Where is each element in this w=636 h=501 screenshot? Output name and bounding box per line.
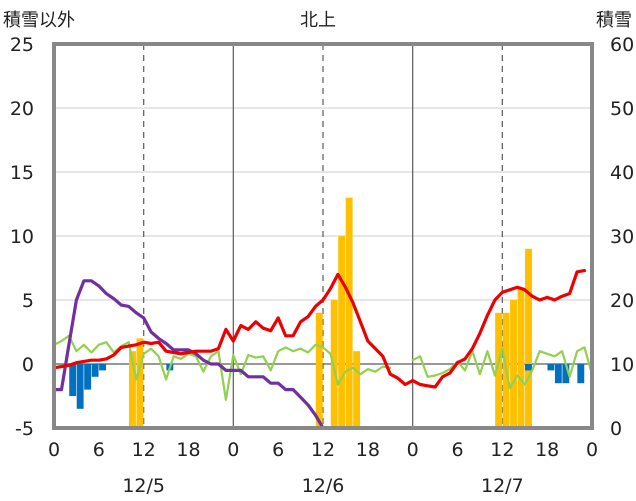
snow-depth-bar bbox=[345, 197, 353, 428]
snow-depth-bar bbox=[315, 312, 323, 428]
red-series-line bbox=[52, 269, 587, 389]
snow-depth-bar bbox=[136, 338, 144, 428]
day-label: 12/6 bbox=[302, 475, 345, 497]
x-tick-label: 6 bbox=[451, 439, 463, 461]
right-y-tick-label: 40 bbox=[610, 162, 634, 184]
negative-bar bbox=[562, 364, 570, 384]
x-tick-label: 18 bbox=[535, 439, 559, 461]
grid-lines bbox=[54, 43, 592, 429]
chart-title: 北上 bbox=[300, 10, 336, 31]
x-tick-label: 18 bbox=[176, 439, 200, 461]
right-axis-label: 積雪 bbox=[596, 10, 632, 31]
snow-depth-bar bbox=[495, 312, 503, 428]
left-y-tick-label: -5 bbox=[15, 418, 34, 440]
day-label: 12/7 bbox=[481, 475, 524, 497]
x-tick-label: 0 bbox=[227, 439, 239, 461]
right-y-tick-label: 30 bbox=[610, 226, 634, 248]
right-y-tick-label: 0 bbox=[610, 418, 622, 440]
right-y-tick-label: 10 bbox=[610, 354, 634, 376]
bar-marks bbox=[69, 197, 585, 428]
x-tick-label: 6 bbox=[272, 439, 284, 461]
left-y-tick-label: 20 bbox=[10, 98, 34, 120]
left-y-tick-label: 0 bbox=[22, 354, 34, 376]
negative-bar bbox=[69, 364, 77, 396]
snow-depth-bar bbox=[525, 248, 532, 428]
snow-depth-bar bbox=[517, 287, 525, 428]
negative-bar bbox=[76, 364, 84, 409]
snow-depth-bar bbox=[129, 351, 136, 428]
negative-bar bbox=[99, 364, 107, 371]
plot-frame bbox=[52, 42, 594, 430]
snow-depth-bar bbox=[330, 300, 338, 428]
snow-depth-bar bbox=[353, 351, 361, 428]
x-tick-label: 12 bbox=[132, 439, 156, 461]
x-tick-label: 6 bbox=[93, 439, 105, 461]
left-y-tick-label: 10 bbox=[10, 226, 34, 248]
x-tick-label: 0 bbox=[48, 439, 60, 461]
right-y-tick-label: 20 bbox=[610, 290, 634, 312]
negative-bar bbox=[554, 364, 562, 384]
negative-bar bbox=[91, 364, 99, 377]
negative-bar bbox=[84, 364, 92, 390]
left-y-tick-label: 5 bbox=[22, 290, 34, 312]
day-label: 12/5 bbox=[122, 475, 165, 497]
snow-depth-bar bbox=[510, 300, 517, 428]
x-tick-label: 0 bbox=[586, 439, 598, 461]
negative-bar bbox=[525, 364, 532, 371]
left-axis-label: 積雪以外 bbox=[3, 10, 75, 31]
x-tick-label: 18 bbox=[356, 439, 380, 461]
green-series-line bbox=[411, 346, 594, 390]
negative-bar bbox=[577, 364, 585, 384]
left-y-tick-label: 25 bbox=[10, 34, 34, 56]
x-tick-label: 12 bbox=[490, 439, 514, 461]
right-y-tick-label: 60 bbox=[610, 34, 634, 56]
snow-depth-bar bbox=[338, 236, 346, 428]
negative-bar bbox=[547, 364, 555, 371]
right-y-tick-label: 50 bbox=[610, 98, 634, 120]
x-tick-label: 0 bbox=[407, 439, 419, 461]
left-y-tick-label: 15 bbox=[10, 162, 34, 184]
x-tick-label: 12 bbox=[311, 439, 335, 461]
green-series-line bbox=[52, 334, 392, 401]
